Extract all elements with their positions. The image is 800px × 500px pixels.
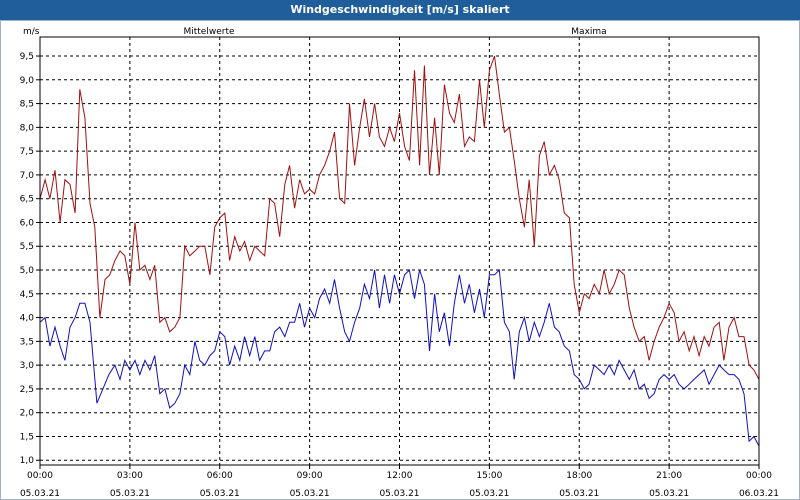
y-axis-label: m/s <box>23 27 40 37</box>
y-tick-label: 4,5 <box>20 290 34 300</box>
x-tick-date: 05.03.21 <box>290 489 330 499</box>
y-tick-label: 6,0 <box>20 218 35 228</box>
x-tick-date: 05.03.21 <box>559 489 599 499</box>
chart-frame: 1,0 1,5 2,0 2,5 3,0 3,5 4,0 4,5 5,0 5,5 6,0 6,5 7,0 7… <box>0 20 800 500</box>
y-tick-label: 3,0 <box>20 361 35 371</box>
wind-speed-chart: 1,0 1,5 2,0 2,5 3,0 3,5 4,0 4,5 5,0 5,5 6,0 6,5 7,0 7… <box>20 27 779 499</box>
y-tick-label: 3,5 <box>20 337 34 347</box>
x-tick-time: 21:00 <box>656 471 682 481</box>
y-tick-label: 8,0 <box>20 123 35 133</box>
y-tick-label: 1,0 <box>20 456 35 466</box>
y-tick-label: 9,5 <box>20 52 34 62</box>
legend-maxima: Maxima <box>571 27 606 37</box>
y-tick-label: 2,0 <box>20 409 35 419</box>
y-tick-label: 8,5 <box>20 100 34 110</box>
x-tick-time: 00:00 <box>27 471 53 481</box>
x-axis: 00:00 05.03.21 03:00 05.03.21 06:00 05.03.21 0… <box>20 465 779 499</box>
x-tick-time: 18:00 <box>566 471 592 481</box>
x-tick-date: 05.03.21 <box>20 489 60 499</box>
window-title: Windgeschwindigkeit [m/s] skaliert <box>0 0 800 20</box>
series-line-maxima <box>39 55 760 380</box>
x-tick-time: 00:00 <box>746 471 772 481</box>
x-tick-date: 05.03.21 <box>469 489 509 499</box>
y-tick-label: 9,0 <box>20 76 35 86</box>
legend-mittelwerte: Mittelwerte <box>183 27 234 37</box>
x-tick-date: 05.03.21 <box>379 489 419 499</box>
x-tick-time: 03:00 <box>117 471 143 481</box>
series-lines <box>39 55 760 447</box>
y-tick-label: 6,5 <box>20 195 34 205</box>
x-tick-date: 05.03.21 <box>110 489 150 499</box>
y-tick-label: 1,5 <box>20 432 34 442</box>
x-tick-date: 05.03.21 <box>649 489 689 499</box>
x-tick-date: 05.03.21 <box>200 489 240 499</box>
plot-border <box>39 36 760 466</box>
x-tick-time: 15:00 <box>476 471 502 481</box>
y-tick-label: 7,5 <box>20 147 34 157</box>
x-tick-date: 06.03.21 <box>739 489 779 499</box>
y-tick-label: 7,0 <box>20 171 35 181</box>
y-tick-label: 5,0 <box>20 266 35 276</box>
series-line-mittelwerte <box>39 268 760 447</box>
x-tick-time: 06:00 <box>207 471 233 481</box>
y-tick-label: 2,5 <box>20 385 34 395</box>
grid-lines <box>40 37 759 465</box>
y-tick-label: 5,5 <box>20 242 34 252</box>
x-tick-time: 09:00 <box>297 471 323 481</box>
y-tick-label: 4,0 <box>20 314 35 324</box>
y-axis: 1,0 1,5 2,0 2,5 3,0 3,5 4,0 4,5 5,0 5,5 6,0 6,5 7,0 7… <box>20 52 40 466</box>
x-tick-time: 12:00 <box>387 471 413 481</box>
